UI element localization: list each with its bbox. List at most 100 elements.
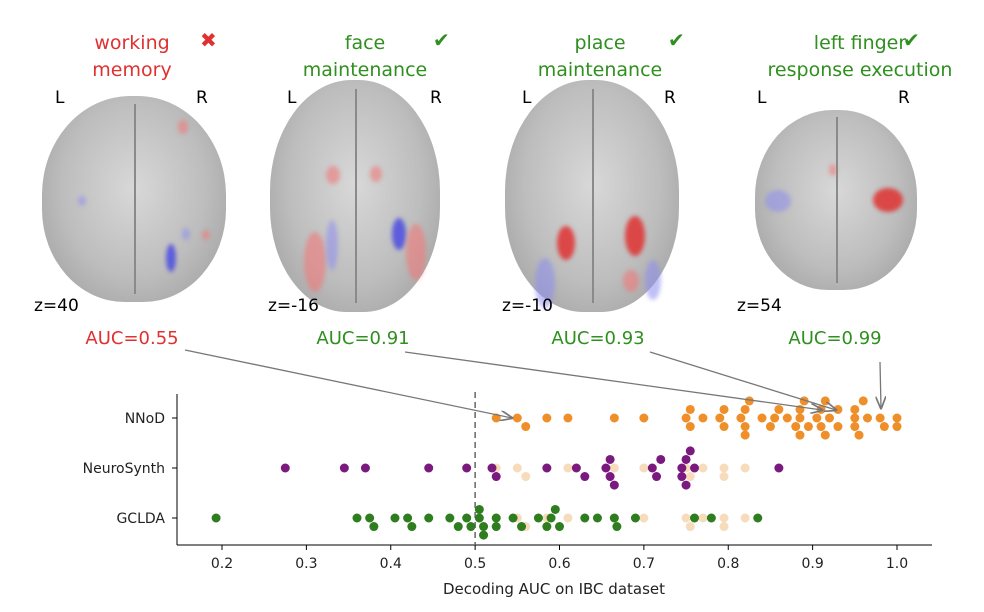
data-point-gclda [690,513,699,523]
x-axis-label: Decoding AUC on IBC dataset [443,580,665,598]
activation-blob [326,166,340,184]
data-point-gclda [424,513,434,523]
annotation-arrow [404,351,822,410]
data-point-nnod [609,413,619,423]
data-point-gclda [517,522,527,532]
brain-slice-image [42,96,226,302]
x-tick-label: 0.6 [548,556,570,572]
faded-reference-point [698,513,708,523]
faded-reference-point [719,513,729,523]
activation-blob [625,216,645,256]
data-point-nnod [816,422,826,432]
data-point-nnod [812,413,822,423]
data-point-gclda [550,504,560,514]
faded-reference-point [719,463,729,473]
data-point-gclda [533,513,543,523]
data-point-nnod [685,422,695,432]
data-point-nnod [685,404,695,414]
data-point-gclda [546,513,556,523]
data-point-gclda [479,530,489,540]
data-point-gclda [407,522,417,532]
activation-blob [645,260,661,300]
data-point-gclda [474,504,484,514]
data-point-nnod [795,430,805,440]
y-tick-label: NNoD [125,411,165,427]
left-label: L [55,88,65,108]
data-point-nnod [782,413,792,423]
data-point-gclda [753,513,763,523]
x-tick-label: 0.7 [633,556,655,572]
data-point-nnod [512,413,522,423]
faded-reference-point [698,463,708,473]
data-point-gclda [365,513,375,523]
faded-reference-point [740,463,750,473]
data-point-neurosynth [677,463,687,473]
data-point-nnod [862,413,872,423]
data-point-neurosynth [601,463,611,473]
faded-reference-point [639,513,649,523]
data-point-nnod [740,422,750,432]
faded-reference-point [639,463,649,473]
data-point-nnod [542,413,552,423]
title-line: left finger [813,32,907,54]
title-line: working [94,32,170,54]
data-point-nnod [736,413,746,423]
data-point-nnod [757,413,767,423]
data-point-nnod [875,413,885,423]
data-point-nnod [740,404,750,414]
panel-title: left finger response execution [740,30,980,84]
data-point-neurosynth [647,463,657,473]
check-icon: ✔ [668,28,685,52]
slice-z-label: z=40 [34,296,79,316]
activation-blob [829,164,837,176]
data-point-neurosynth [424,463,434,473]
data-point-gclda [445,513,455,523]
faded-reference-point [681,513,691,523]
x-tick-label: 0.5 [464,556,486,572]
data-point-neurosynth [542,463,552,473]
y-tick-label: GCLDA [116,511,165,527]
data-point-nnod [850,413,860,423]
activation-blob [370,166,382,182]
panel-title: place maintenance [480,30,720,84]
data-point-nnod [715,413,725,423]
data-point-gclda [211,513,221,523]
data-point-gclda [390,513,400,523]
data-point-nnod [681,413,691,423]
data-point-nnod [820,430,830,440]
title-line: memory [92,59,172,81]
data-point-nnod [892,422,902,432]
data-point-nnod [803,422,813,432]
data-point-nnod [774,404,784,414]
data-point-neurosynth [339,463,349,473]
data-point-gclda [508,513,518,523]
title-line: place [574,32,626,54]
annotation-arrow [649,351,836,410]
data-point-neurosynth [774,463,784,473]
data-point-nnod [521,422,531,432]
auc-label: AUC=0.93 [551,328,645,349]
data-point-gclda [706,513,716,523]
check-icon: ✔ [433,28,450,52]
data-point-neurosynth [609,480,619,490]
data-point-gclda [609,513,619,523]
data-point-gclda [542,522,552,532]
faded-reference-point [512,463,522,473]
activation-blob [873,188,903,212]
data-point-nnod [563,413,573,423]
faded-reference-point [685,522,695,532]
activation-blob [78,196,86,206]
data-point-gclda [352,513,362,523]
data-point-nnod [795,413,805,423]
data-point-nnod [639,413,649,423]
data-point-nnod [825,413,834,423]
data-point-gclda [462,513,472,523]
data-point-nnod [719,422,729,432]
x-tick-label: 0.4 [380,556,402,572]
data-point-gclda [555,522,564,532]
data-point-nnod [791,422,801,432]
faded-reference-point [521,472,531,482]
cross-icon: ✖ [200,28,217,52]
activation-blob [166,244,176,272]
